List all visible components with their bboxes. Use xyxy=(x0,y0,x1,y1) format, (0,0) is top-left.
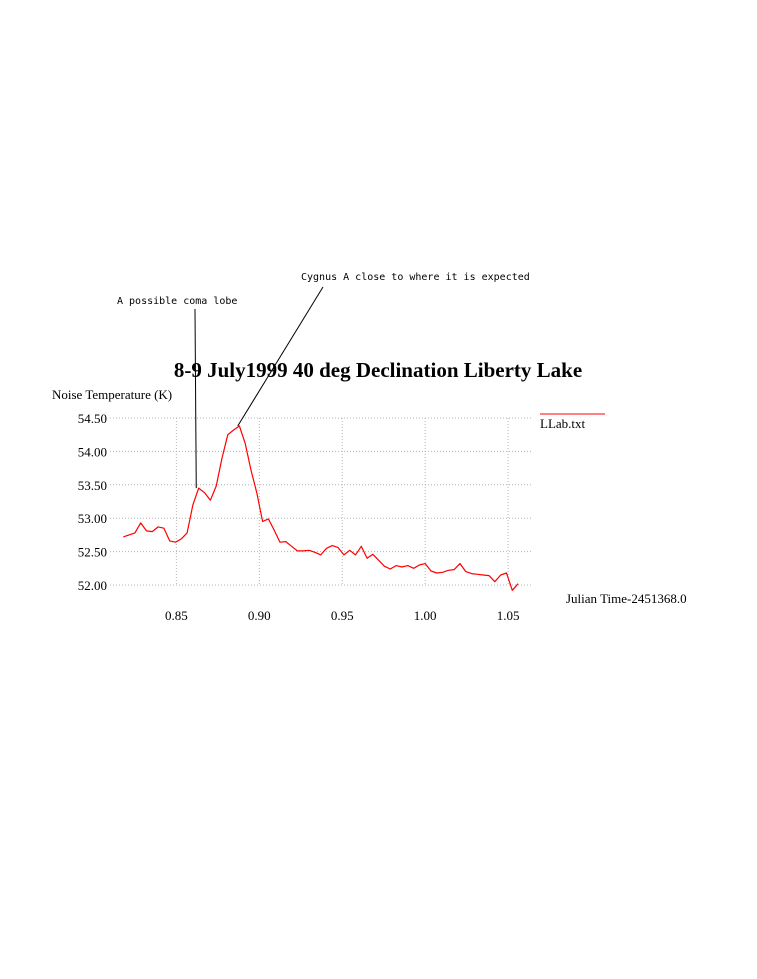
y-tick-label: 54.00 xyxy=(78,444,107,459)
y-tick-label: 53.50 xyxy=(78,478,107,493)
x-tick-label: 1.00 xyxy=(414,608,437,623)
x-tick-label: 0.95 xyxy=(331,608,354,623)
x-tick-label: 1.05 xyxy=(497,608,520,623)
annotation-leader-line xyxy=(194,308,197,489)
x-tick-label: 0.85 xyxy=(165,608,188,623)
x-axis-label: Julian Time-2451368.0 xyxy=(566,591,687,606)
y-tick-label: 52.00 xyxy=(78,578,107,593)
y-tick-label: 53.00 xyxy=(78,511,107,526)
tick-layer: 52.00 52.50 53.00 53.50 54.00 54.50 0.85 0.90 0.… xyxy=(78,411,520,623)
chart-title: 8-9 July1999 40 deg Declination Liberty … xyxy=(174,358,582,382)
x-tick-label: 0.90 xyxy=(248,608,271,623)
y-tick-label: 54.50 xyxy=(78,411,107,426)
legend: LLab.txt xyxy=(540,413,605,431)
annotation-layer: A possible coma lobe Cygnus A close to wh… xyxy=(117,272,530,489)
y-tick-label: 52.50 xyxy=(78,545,107,560)
legend-label: LLab.txt xyxy=(540,416,586,431)
series-layer xyxy=(123,425,519,591)
annotation-text: Cygnus A close to where it is expected xyxy=(301,272,530,283)
y-axis-label: Noise Temperature (K) xyxy=(52,387,172,402)
series-line xyxy=(123,425,519,591)
grid-layer xyxy=(110,417,533,586)
annotation-leader-line xyxy=(237,286,324,427)
annotation-text: A possible coma lobe xyxy=(117,296,237,307)
